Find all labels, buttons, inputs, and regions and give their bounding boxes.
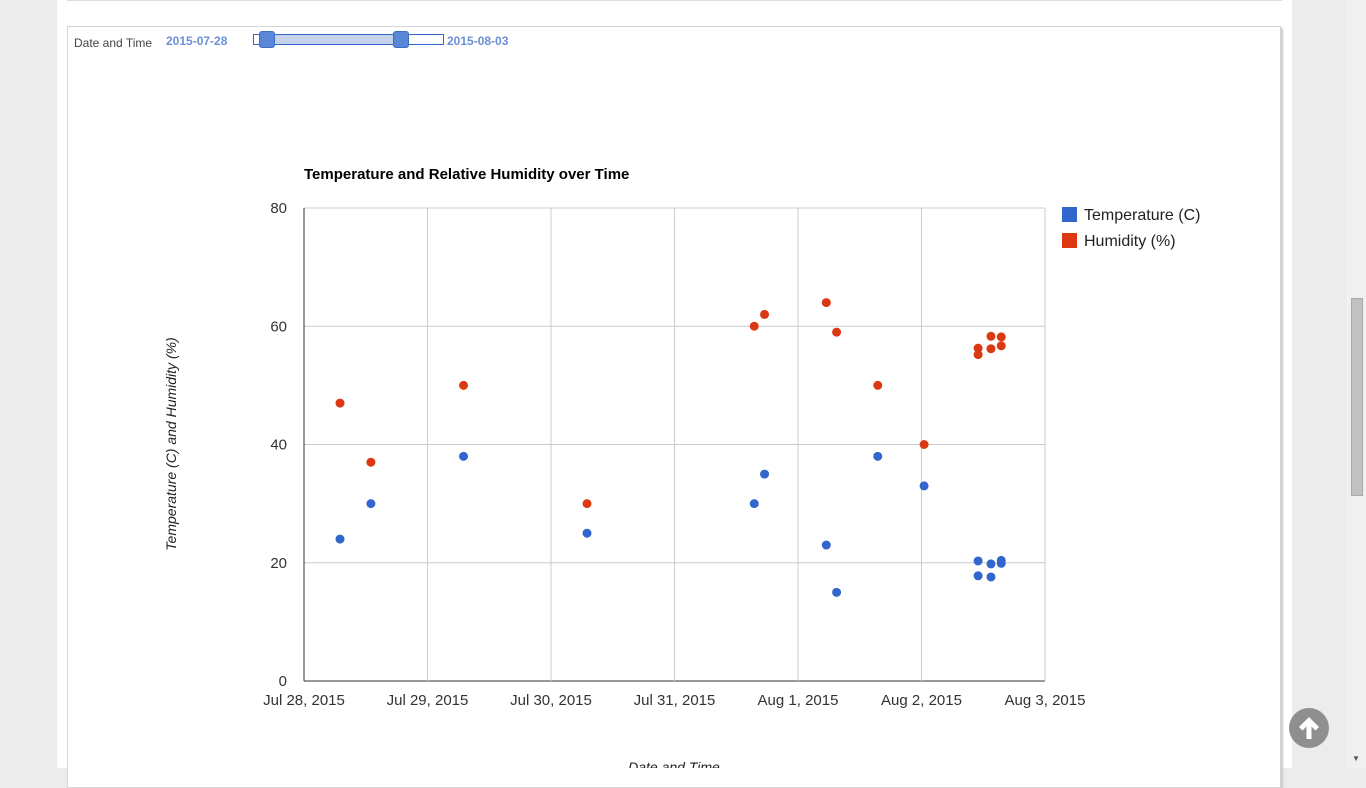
y-tick-label: 80 — [270, 200, 287, 217]
humidity-point — [986, 331, 996, 341]
x-axis-label: Date and Time — [628, 759, 720, 768]
temperature-point — [919, 481, 929, 491]
humidity-point — [760, 309, 770, 319]
scatter-chart: 0 20 40 60 80 Jul 28, 2015 Jul 29, 2015 Jul 30,… — [163, 166, 1200, 768]
chart-axes: 0 20 40 60 80 Jul 28, 2015 Jul 29, 2015 Jul 30,… — [263, 200, 1085, 709]
range-slider-low-thumb[interactable] — [259, 31, 276, 48]
humidity-point — [335, 398, 345, 408]
y-tick-label: 0 — [279, 673, 287, 690]
page-scrollbar[interactable]: ▼ — [1346, 0, 1366, 768]
legend-temperature-label: Temperature (C) — [1084, 207, 1200, 224]
humidity-point — [996, 332, 1006, 342]
temperature-point — [749, 499, 759, 509]
legend-temperature-swatch — [1062, 207, 1077, 222]
temperature-point — [832, 587, 842, 597]
humidity-point — [832, 327, 842, 337]
page: Date and Time 2015-07-28 2015-08-03 0 20 4… — [57, 0, 1366, 788]
temperature-point — [582, 528, 592, 538]
legend-humidity-label: Humidity (%) — [1084, 233, 1176, 250]
arrow-up-circle-icon[interactable] — [1289, 708, 1329, 748]
y-tick-label: 60 — [270, 318, 287, 335]
humidity-point — [986, 344, 996, 354]
legend-humidity-swatch — [1062, 233, 1077, 248]
x-tick-label: Aug 3, 2015 — [1005, 692, 1086, 709]
temperature-point — [459, 451, 469, 461]
humidity-point — [873, 380, 883, 390]
temperature-point — [986, 572, 996, 582]
temperature-point — [366, 499, 376, 509]
x-tick-label: Jul 30, 2015 — [510, 692, 592, 709]
y-axis-label: Temperature (C) and Humidity (%) — [163, 337, 179, 550]
temperature-point — [760, 469, 770, 479]
chart-title: Temperature and Relative Humidity over T… — [304, 166, 629, 183]
range-slider-fill — [267, 35, 402, 44]
x-tick-label: Aug 1, 2015 — [758, 692, 839, 709]
range-end-value: 2015-08-03 — [447, 34, 509, 48]
humidity-point — [459, 380, 469, 390]
temperature-point — [986, 559, 996, 569]
x-tick-label: Aug 2, 2015 — [881, 692, 962, 709]
chart-points — [335, 298, 1006, 597]
arrow-up-icon — [1299, 717, 1319, 739]
x-tick-label: Jul 29, 2015 — [387, 692, 469, 709]
x-tick-label: Jul 28, 2015 — [263, 692, 345, 709]
temperature-point — [973, 571, 983, 581]
scrollbar-thumb[interactable] — [1351, 298, 1363, 496]
temperature-point — [996, 558, 1006, 568]
humidity-point — [919, 440, 929, 449]
humidity-point — [749, 321, 759, 331]
humidity-point — [821, 298, 831, 308]
chart-legend: Temperature (C) Humidity (%) — [1062, 207, 1200, 250]
y-tick-label: 20 — [270, 555, 287, 572]
range-filter-label: Date and Time — [74, 36, 153, 50]
temperature-point — [973, 556, 983, 566]
humidity-point — [973, 350, 983, 360]
humidity-point — [582, 499, 592, 509]
range-slider-track[interactable] — [253, 31, 444, 48]
humidity-point — [366, 457, 376, 467]
scroll-down-arrow-icon[interactable]: ▼ — [1352, 754, 1360, 763]
temperature-point — [821, 540, 831, 550]
humidity-point — [996, 341, 1006, 351]
top-divider — [67, 0, 1282, 1]
temperature-point — [335, 534, 345, 544]
range-start-value: 2015-07-28 — [166, 34, 228, 48]
temperature-point — [873, 451, 883, 461]
range-slider-high-thumb[interactable] — [393, 31, 410, 48]
x-tick-label: Jul 31, 2015 — [634, 692, 716, 709]
chart-grid — [303, 207, 1046, 682]
humidity-point — [973, 343, 983, 353]
y-tick-label: 40 — [270, 437, 287, 454]
